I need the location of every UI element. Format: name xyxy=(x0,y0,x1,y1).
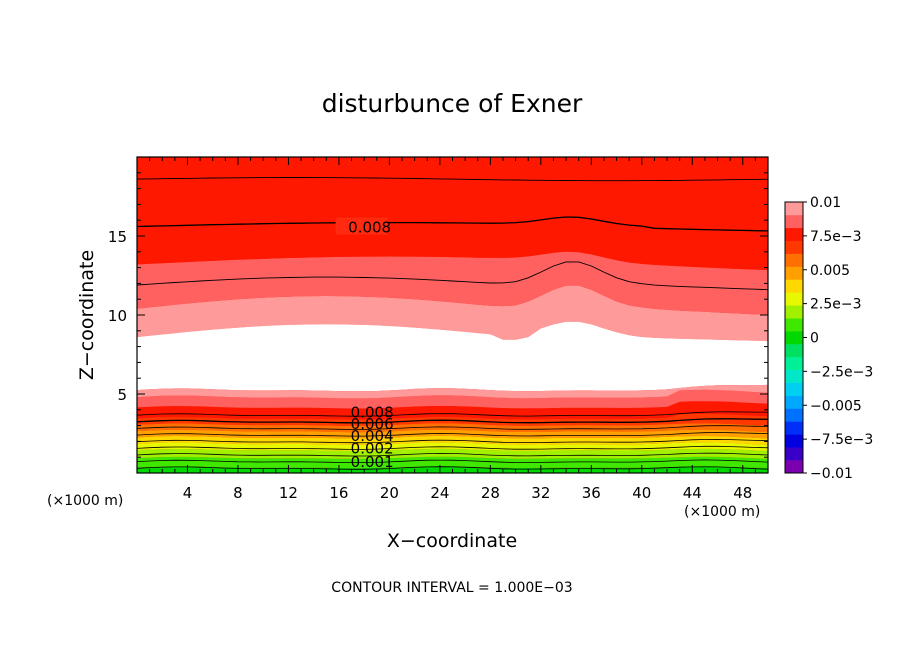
x-tick-label: 44 xyxy=(683,484,702,502)
x-tick-label: 4 xyxy=(183,484,193,502)
contour-label: 0.001 xyxy=(351,453,394,471)
colorbar-swatch xyxy=(785,214,803,229)
colorbar-swatch xyxy=(785,292,803,306)
contour-fill-area xyxy=(137,157,768,473)
y-axis-label: Z−coordinate xyxy=(76,250,98,380)
contour-line xyxy=(137,452,768,457)
colorbar-swatch xyxy=(785,434,803,448)
contour-line xyxy=(137,432,768,437)
contour-label: 0.006 xyxy=(351,415,394,433)
colorbar-swatch xyxy=(785,460,803,474)
contour-line xyxy=(137,418,768,424)
contour-band-upper xyxy=(137,157,768,270)
contour-line xyxy=(137,459,768,463)
y-tick-label: 5 xyxy=(117,386,127,404)
contour-band-lower xyxy=(137,389,768,409)
contour-band-lower xyxy=(137,456,768,469)
contour-label: 0.008 xyxy=(351,403,394,421)
colorbar-label: −0.01 xyxy=(810,466,853,482)
x-tick-label: 28 xyxy=(481,484,500,502)
colorbar-swatch xyxy=(785,343,803,358)
contour-line xyxy=(137,438,768,444)
contour-label: 0.004 xyxy=(351,427,394,445)
colorbar: 0.01 7.5e−3 0.005 2.5e−3 0 −2.5e−3 −0.005 −7.5e… xyxy=(784,195,873,482)
x-tick-label: 16 xyxy=(329,484,348,502)
colorbar-label: −0.005 xyxy=(810,398,862,414)
contour-line xyxy=(137,261,768,291)
x-unit-right: (×1000 m) xyxy=(684,504,760,520)
colorbar-swatch xyxy=(785,421,803,435)
colorbar-swatch xyxy=(785,305,803,319)
colorbar-label: 0 xyxy=(810,331,819,347)
contour-line xyxy=(137,466,768,470)
contour-band-lower xyxy=(137,401,768,420)
colorbar-label: −2.5e−3 xyxy=(810,364,873,380)
contour-line xyxy=(137,445,768,450)
colorbar-swatch xyxy=(785,202,803,216)
colorbar-label: 2.5e−3 xyxy=(810,297,862,313)
contour-band-white xyxy=(137,321,768,392)
colorbar-swatch xyxy=(785,408,803,422)
colorbar-swatch xyxy=(785,240,803,254)
contour-band-lower xyxy=(137,384,768,399)
contour-band-upper xyxy=(137,251,768,315)
contour-band-upper xyxy=(137,285,768,342)
colorbar-swatch xyxy=(785,318,803,332)
colorbar-swatch xyxy=(785,447,803,461)
colorbar-swatch xyxy=(785,331,803,345)
colorbar-swatch xyxy=(785,369,803,383)
colorbar-swatch xyxy=(785,227,803,242)
colorbar-label: −7.5e−3 xyxy=(810,432,873,448)
colorbar-swatch xyxy=(785,395,803,409)
contour-band-lower xyxy=(137,423,768,433)
colorbar-swatch xyxy=(785,279,803,293)
colorbar-swatch xyxy=(785,266,803,280)
x-tick-label: 24 xyxy=(430,484,449,502)
x-tick-label: 40 xyxy=(632,484,651,502)
y-tick-label: 10 xyxy=(108,307,127,325)
contour-label: 0.008 xyxy=(348,219,391,237)
colorbar-swatch xyxy=(785,382,803,396)
y-tick-label: 15 xyxy=(108,228,127,246)
contour-lines xyxy=(137,177,768,470)
x-tick-label: 48 xyxy=(733,484,752,502)
colorbar-label: 0.005 xyxy=(810,263,850,279)
x-tick-label: 12 xyxy=(279,484,298,502)
x-axis-label: X−coordinate xyxy=(387,530,517,552)
contour-line xyxy=(137,177,768,182)
contour-band-lower xyxy=(137,429,768,439)
colorbar-label: 0.01 xyxy=(810,195,841,211)
colorbar-swatch xyxy=(785,356,803,371)
chart-title: disturbunce of Exner xyxy=(322,89,583,118)
contour-label: 0.002 xyxy=(351,440,394,458)
x-tick-label: 20 xyxy=(380,484,399,502)
contour-line xyxy=(137,216,768,232)
x-unit-left: (×1000 m) xyxy=(47,493,123,509)
contour-line xyxy=(137,425,768,430)
x-tick-label: 32 xyxy=(531,484,550,502)
colorbar-swatch xyxy=(785,253,803,267)
x-tick-label: 8 xyxy=(233,484,243,502)
contour-interval-text: CONTOUR INTERVAL = 1.000E−03 xyxy=(331,580,572,596)
x-tick-label: 36 xyxy=(582,484,601,502)
colorbar-label: 7.5e−3 xyxy=(810,229,862,245)
contour-line xyxy=(137,411,768,417)
